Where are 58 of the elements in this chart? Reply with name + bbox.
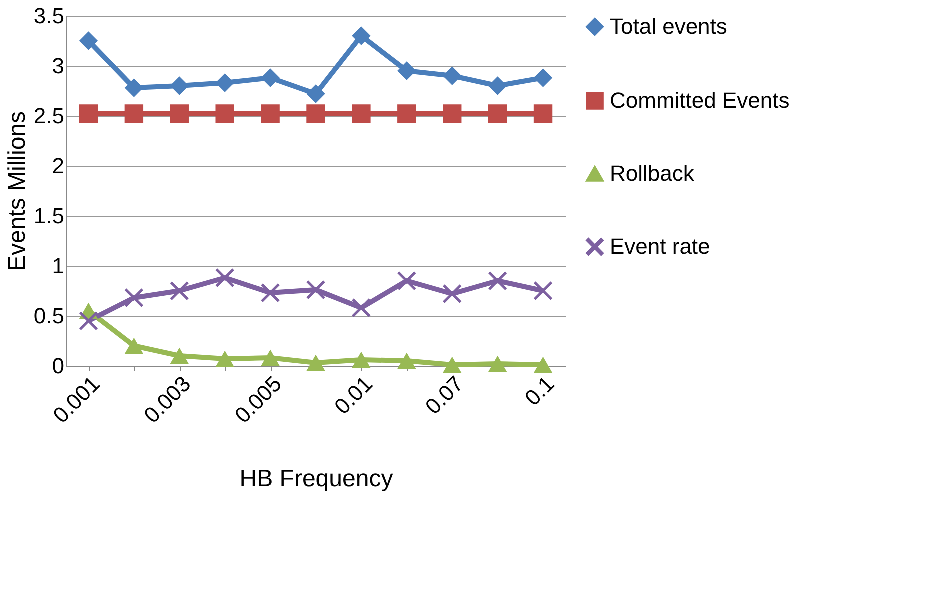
- point: [261, 284, 280, 302]
- point: [534, 68, 553, 88]
- point: [79, 312, 98, 330]
- y-tick-label: 0.5: [34, 304, 64, 328]
- point: [488, 272, 508, 290]
- point: [398, 62, 416, 80]
- y-axis-title: Events Millions: [4, 111, 31, 272]
- point: [352, 26, 371, 46]
- point: [352, 104, 371, 124]
- point: [216, 74, 234, 92]
- x-tick-label: 0.1: [520, 371, 560, 411]
- point: [124, 288, 144, 308]
- point: [170, 282, 189, 300]
- point: [488, 356, 508, 372]
- point: [488, 104, 508, 124]
- point: [261, 68, 280, 88]
- point: [170, 104, 189, 124]
- x-tick-label: 0.01: [330, 371, 378, 420]
- y-tick-label: 0: [52, 354, 64, 378]
- y-tick-label: 1.5: [34, 204, 64, 228]
- point: [306, 84, 326, 104]
- y-tick-label: 1: [52, 254, 64, 278]
- point: [443, 66, 462, 86]
- point: [443, 284, 462, 304]
- point: [306, 104, 326, 124]
- point: [534, 356, 553, 374]
- point: [124, 338, 144, 354]
- point: [216, 104, 234, 124]
- point: [124, 104, 144, 124]
- y-tick-label: 2: [52, 154, 64, 178]
- point: [306, 280, 326, 300]
- point: [216, 350, 234, 368]
- point: [261, 104, 280, 124]
- y-tick-label: 3: [52, 54, 64, 78]
- point: [443, 104, 462, 124]
- point: [488, 76, 508, 96]
- point: [261, 350, 280, 366]
- point: [79, 32, 98, 50]
- point: [306, 354, 326, 372]
- legend-label: Rollback: [610, 161, 696, 186]
- point: [170, 76, 189, 96]
- point: [398, 272, 416, 290]
- point: [398, 352, 416, 370]
- point: [534, 104, 553, 124]
- y-tick-label: 2.5: [34, 104, 64, 128]
- legend-label: Total events: [610, 14, 728, 39]
- legend-label: Committed Events: [610, 88, 790, 113]
- point: [352, 352, 371, 368]
- point: [79, 104, 98, 124]
- point: [216, 268, 234, 288]
- point: [170, 348, 189, 364]
- legend-label: Event rate: [610, 234, 710, 259]
- point: [443, 356, 462, 374]
- y-tick-label: 3.5: [34, 4, 64, 28]
- point: [352, 298, 371, 318]
- x-axis-title: HB Frequency: [240, 465, 394, 492]
- point: [534, 282, 553, 300]
- point: [398, 104, 416, 124]
